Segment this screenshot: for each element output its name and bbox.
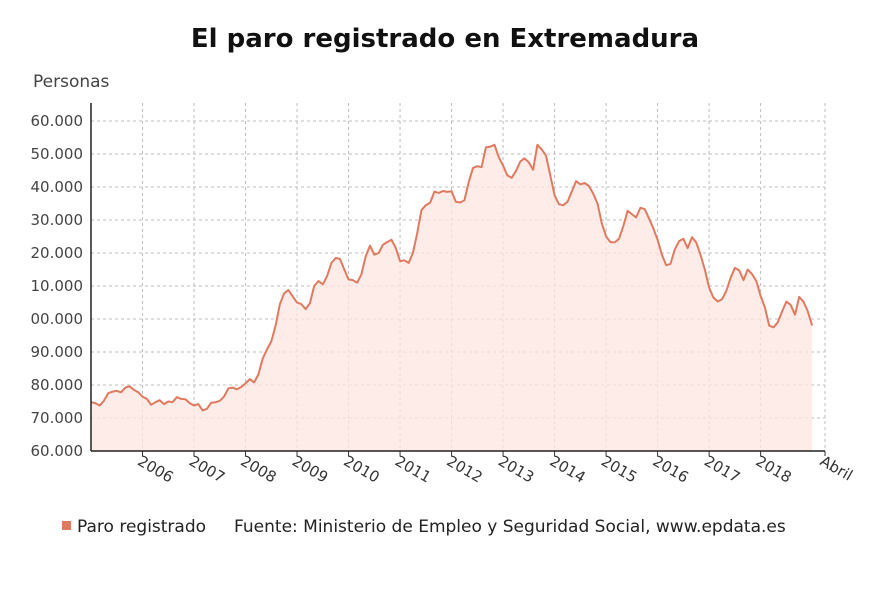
x-tick-label: 2007 [186, 452, 228, 487]
y-tick-label: 10.000 [31, 277, 84, 295]
x-tick-label: 2015 [598, 452, 640, 487]
y-tick-label: 00.000 [31, 310, 84, 328]
legend: Paro registrado Fuente: Ministerio de Emp… [62, 517, 786, 537]
y-axis-ticks: 60.000 70.000 80.000 90.000 00.000 10.000 20.0… [31, 112, 84, 460]
legend-swatch-paro-registrado [62, 520, 71, 530]
y-tick-label: 50.000 [31, 145, 84, 163]
x-tick-label: 2011 [392, 452, 434, 487]
series-line-paro-registrado[interactable] [90, 143, 814, 412]
x-tick-label: 2008 [238, 452, 280, 487]
y-tick-label: 80.000 [31, 376, 84, 394]
y-tick-label: 40.000 [31, 178, 84, 196]
y-axis-unit-label: Personas [33, 72, 110, 92]
legend-label-paro-registrado: Paro registrado [77, 517, 207, 537]
x-axis-ticks: 2006 2007 2008 2009 2010 2011 2012 2013 2014 2015… [135, 451, 856, 487]
y-tick-label: 60.000 [31, 112, 84, 130]
source-note: Fuente: Ministerio de Empleo y Seguridad… [234, 517, 786, 537]
y-tick-label: 90.000 [31, 343, 84, 361]
x-tick-label: 2014 [547, 452, 589, 487]
x-tick-label: 2012 [444, 452, 486, 487]
x-tick-label: 2009 [289, 452, 331, 487]
x-tick-label: 2013 [495, 452, 537, 487]
area-chart: 60.000 70.000 80.000 90.000 00.000 10.000 20.0… [31, 103, 856, 487]
x-tick-label: 2016 [650, 452, 692, 487]
x-tick-label: 2017 [701, 452, 743, 487]
x-tick-label: Abril [817, 452, 856, 485]
y-tick-label: 60.000 [31, 442, 84, 460]
x-tick-label: 2006 [135, 452, 177, 487]
series-area-fill [91, 144, 813, 452]
x-tick-label: 2018 [753, 452, 795, 487]
y-tick-label: 30.000 [31, 211, 84, 229]
chart-title: El paro registrado en Extremadura [190, 24, 700, 54]
x-tick-label: 2010 [341, 452, 383, 487]
y-tick-label: 70.000 [31, 409, 84, 427]
y-tick-label: 20.000 [31, 244, 84, 262]
